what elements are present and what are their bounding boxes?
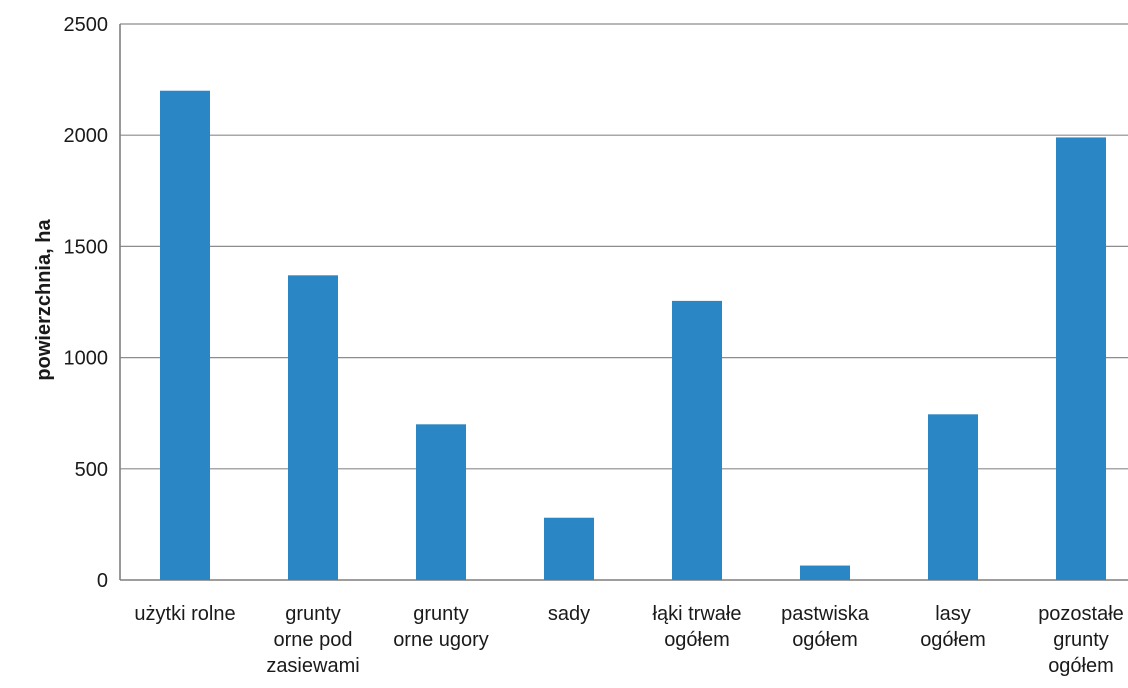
category-label: sady <box>548 603 590 625</box>
bar <box>288 275 338 580</box>
category-label: łąki trwałe ogółem <box>653 603 742 651</box>
bar <box>672 300 722 580</box>
y-tick-label: 1000 <box>64 348 109 370</box>
bars <box>160 90 1106 580</box>
y-tick-label: 2500 <box>64 14 109 36</box>
category-label: grunty orne ugory <box>393 603 489 651</box>
bar <box>544 517 594 580</box>
category-label: lasy ogółem <box>920 603 986 651</box>
y-tick-label: 1500 <box>64 236 109 258</box>
y-tick-labels: 0 500 1000 1500 2000 2500 <box>64 14 109 592</box>
category-label: pozostałe grunty ogółem <box>1038 603 1124 677</box>
x-tick-labels: użytki rolne grunty orne pod zasiewami grunt… <box>134 603 1123 677</box>
category-label: grunty orne pod zasiewami <box>266 603 359 677</box>
category-label: pastwiska ogółem <box>781 603 870 651</box>
bar <box>160 90 210 580</box>
bar <box>928 414 978 580</box>
bar <box>416 424 466 580</box>
y-tick-label: 2000 <box>64 125 109 147</box>
y-tick-label: 500 <box>75 459 108 481</box>
bar <box>1056 137 1106 580</box>
bar <box>800 565 850 580</box>
y-axis-label: powierzchnia, ha <box>33 219 55 381</box>
category-label: użytki rolne <box>134 603 235 625</box>
y-tick-label: 0 <box>97 570 108 592</box>
